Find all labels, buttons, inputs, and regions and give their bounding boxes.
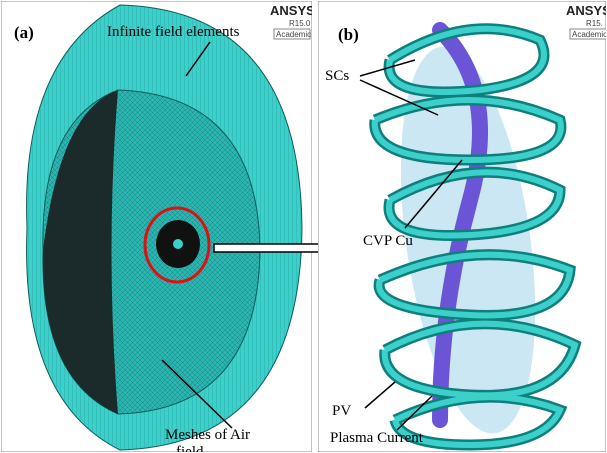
coil-core <box>173 239 183 249</box>
label: Meshes of Air <box>165 427 250 443</box>
label: Infinite field elements <box>107 24 240 40</box>
logo: ANSYS <box>566 3 607 18</box>
label: PV <box>332 403 351 419</box>
label: Plasma Current <box>330 430 424 446</box>
version: R15.0 <box>289 19 311 28</box>
panel-tag: (a) <box>14 23 34 42</box>
panel-tag: (b) <box>338 25 359 44</box>
figure: (a) Infinite field elements ANSYS R15.0 … <box>0 0 607 453</box>
label: field <box>176 444 204 453</box>
license: Academic <box>572 30 607 39</box>
version: R15. <box>586 19 603 28</box>
label: SCs <box>325 68 349 84</box>
panel-a: (a) Infinite field elements ANSYS R15.0 … <box>1 1 315 453</box>
label: CVP Cu <box>363 233 413 249</box>
panel-b: (b) ANSYS R15. Academic SCs CVP Cu PV Pl… <box>318 1 607 452</box>
license: Academic <box>276 30 311 39</box>
logo: ANSYS <box>270 3 315 18</box>
